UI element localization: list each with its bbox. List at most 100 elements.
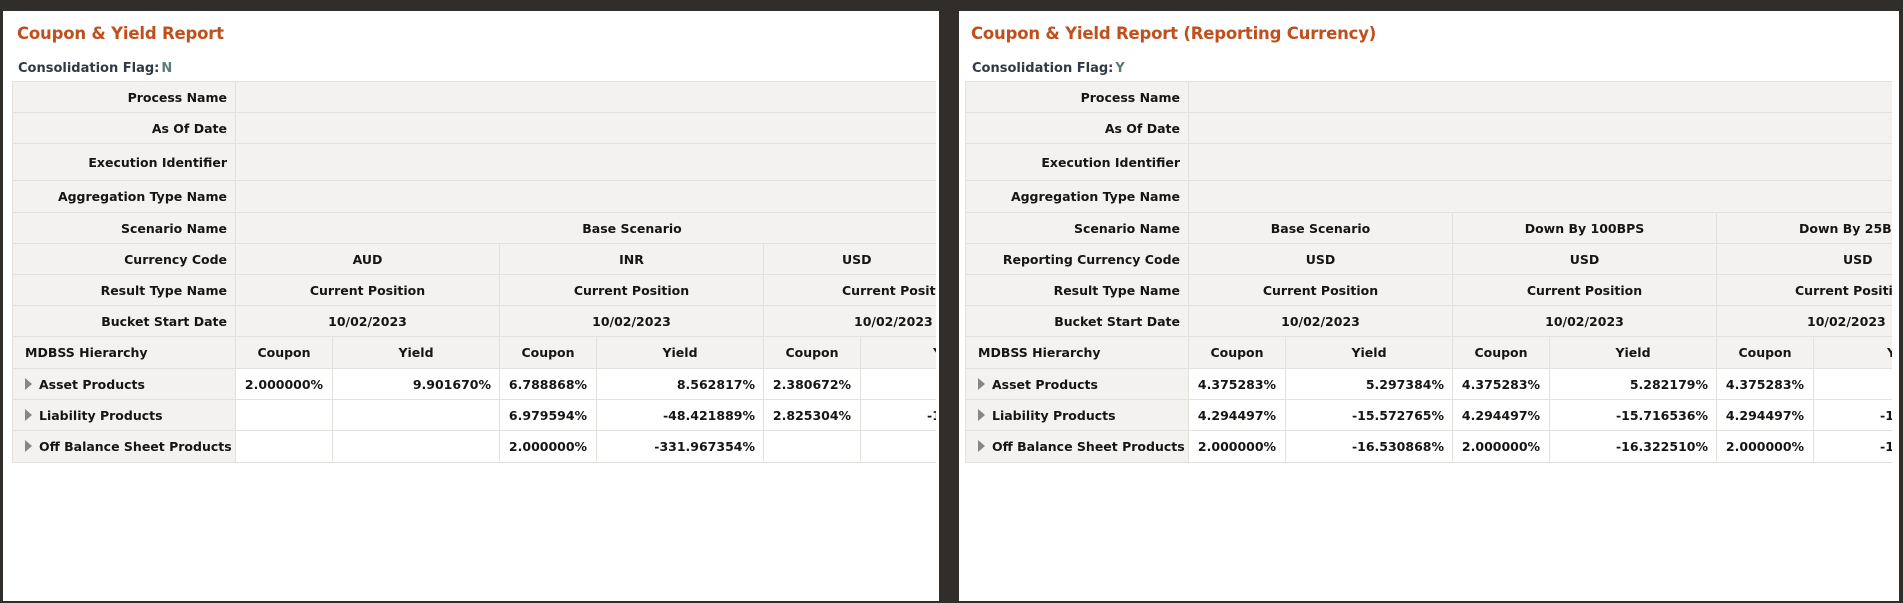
- coupon-cell: 4.375283%: [1188, 368, 1286, 400]
- yield-cell: [1812, 368, 1892, 400]
- report-title: Coupon & Yield Report: [17, 24, 224, 43]
- table-row: Asset Products 2.000000% 9.901670% 6.788…: [12, 368, 936, 400]
- hierarchy-node-asset-products[interactable]: Asset Products: [12, 368, 236, 400]
- bucket-start-date-label: Bucket Start Date: [12, 305, 236, 337]
- coupon-cell: 2.000000%: [1188, 430, 1286, 463]
- hierarchy-node-off-balance-sheet-products[interactable]: Off Balance Sheet Products: [965, 430, 1189, 463]
- row-label: Liability Products: [992, 407, 1116, 423]
- yield-cell: -16.322510%: [1549, 430, 1717, 463]
- row-label: Off Balance Sheet Products: [39, 439, 232, 454]
- bucket-start-date-value: 10/02/2023: [1188, 305, 1453, 337]
- reporting-currency-code-value: USD: [1188, 243, 1453, 275]
- table-row: Off Balance Sheet Products 2.000000% -33…: [12, 430, 936, 463]
- table-row: Asset Products 4.375283% 5.297384% 4.375…: [965, 368, 1892, 400]
- scenario-name-label: Scenario Name: [12, 212, 236, 244]
- hierarchy-header: MDBSS Hierarchy: [965, 336, 1189, 369]
- coupon-cell: [763, 430, 861, 463]
- yield-cell: -1: [859, 399, 936, 431]
- expand-triangle-icon[interactable]: [25, 377, 32, 390]
- coupon-cell: 2.000000%: [1716, 430, 1814, 463]
- result-type-value: Current Position: [1715, 274, 1892, 306]
- yield-cell: -48.421889%: [596, 399, 764, 431]
- expand-triangle-icon[interactable]: [25, 408, 32, 421]
- yield-cell: [859, 430, 936, 463]
- coupon-yield-reporting-currency-panel: Coupon & Yield Report (Reporting Currenc…: [958, 11, 1899, 601]
- result-type-value: Current Position: [235, 274, 500, 306]
- hierarchy-node-off-balance-sheet-products[interactable]: Off Balance Sheet Products: [12, 430, 236, 463]
- reporting-currency-code-value: USD: [1452, 243, 1717, 275]
- yield-cell: 5.297384%: [1285, 368, 1453, 400]
- consolidation-flag-value: Y: [1115, 61, 1125, 76]
- coupon-cell: 6.788868%: [499, 368, 597, 400]
- consolidation-flag: Consolidation Flag: N: [18, 61, 172, 76]
- result-type-label: Result Type Name: [12, 274, 236, 306]
- coupon-cell: 4.375283%: [1452, 368, 1550, 400]
- hierarchy-node-liability-products[interactable]: Liability Products: [965, 399, 1189, 431]
- yield-cell: 8.562817%: [596, 368, 764, 400]
- coupon-header: Coupon: [763, 336, 861, 369]
- result-type-value: Current Position: [1452, 274, 1717, 306]
- coupon-cell: 2.000000%: [1452, 430, 1550, 463]
- aggregation-type-label: Aggregation Type Name: [12, 180, 236, 213]
- reporting-currency-code-label: Reporting Currency Code: [965, 243, 1189, 275]
- coupon-cell: 6.979594%: [499, 399, 597, 431]
- process-name-value: [234, 81, 936, 113]
- currency-code-value: USD: [762, 243, 936, 275]
- bucket-start-date-value: 10/02/2023: [235, 305, 500, 337]
- bucket-start-date-value: 10/02/2023: [1452, 305, 1717, 337]
- yield-cell: -16.530868%: [1285, 430, 1453, 463]
- table-row: Liability Products 4.294497% -15.572765%…: [965, 399, 1892, 431]
- yield-header: Yield: [859, 336, 936, 369]
- scenario-name-label: Scenario Name: [965, 212, 1189, 244]
- coupon-header: Coupon: [1716, 336, 1814, 369]
- report-table: Process Name As Of Date Execution Identi…: [12, 81, 936, 463]
- row-label: Off Balance Sheet Products: [992, 439, 1185, 454]
- hierarchy-node-liability-products[interactable]: Liability Products: [12, 399, 236, 431]
- aggregation-type-label: Aggregation Type Name: [965, 180, 1189, 213]
- scenario-name-value: Base Scenario: [234, 212, 936, 244]
- coupon-yield-report-panel: Coupon & Yield Report Consolidation Flag…: [2, 11, 939, 601]
- consolidation-flag-label: Consolidation Flag:: [18, 61, 160, 76]
- yield-cell: [332, 430, 500, 463]
- yield-cell: -15.572765%: [1285, 399, 1453, 431]
- yield-cell: [859, 368, 936, 400]
- row-label: Liability Products: [39, 407, 163, 423]
- as-of-date-value: [234, 112, 936, 144]
- execution-identifier-label: Execution Identifier: [12, 143, 236, 181]
- bucket-start-date-value: 10/02/2023: [499, 305, 764, 337]
- coupon-header: Coupon: [1452, 336, 1550, 369]
- yield-cell: 9.901670%: [332, 368, 500, 400]
- coupon-header: Coupon: [1188, 336, 1286, 369]
- yield-cell: 5.282179%: [1549, 368, 1717, 400]
- scenario-name-value: Down By 100BPS: [1452, 212, 1717, 244]
- coupon-cell: 4.375283%: [1716, 368, 1814, 400]
- coupon-cell: 4.294497%: [1188, 399, 1286, 431]
- report-table: Process Name As Of Date Execution Identi…: [965, 81, 1892, 463]
- currency-code-value: INR: [499, 243, 764, 275]
- expand-triangle-icon[interactable]: [978, 377, 985, 390]
- yield-cell: -331.967354%: [596, 430, 764, 463]
- hierarchy-node-asset-products[interactable]: Asset Products: [965, 368, 1189, 400]
- execution-identifier-label: Execution Identifier: [965, 143, 1189, 181]
- coupon-cell: 4.294497%: [1452, 399, 1550, 431]
- consolidation-flag-label: Consolidation Flag:: [972, 61, 1114, 76]
- expand-triangle-icon[interactable]: [978, 440, 985, 452]
- coupon-cell: [235, 399, 333, 431]
- coupon-header: Coupon: [235, 336, 333, 369]
- table-row: Liability Products 6.979594% -48.421889%…: [12, 399, 936, 431]
- coupon-cell: 2.000000%: [499, 430, 597, 463]
- process-name-label: Process Name: [12, 81, 236, 113]
- expand-triangle-icon[interactable]: [25, 440, 32, 452]
- expand-triangle-icon[interactable]: [978, 408, 985, 421]
- yield-cell: -15.716536%: [1549, 399, 1717, 431]
- row-label: Asset Products: [39, 376, 145, 392]
- execution-identifier-value: [234, 143, 936, 181]
- result-type-label: Result Type Name: [965, 274, 1189, 306]
- result-type-value: Current Position: [762, 274, 936, 306]
- currency-code-value: AUD: [235, 243, 500, 275]
- consolidation-flag: Consolidation Flag: Y: [972, 61, 1125, 76]
- scenario-name-value: Down By 25BPS: [1715, 212, 1892, 244]
- report-title: Coupon & Yield Report (Reporting Currenc…: [971, 24, 1377, 43]
- currency-code-label: Currency Code: [12, 243, 236, 275]
- coupon-cell: 4.294497%: [1716, 399, 1814, 431]
